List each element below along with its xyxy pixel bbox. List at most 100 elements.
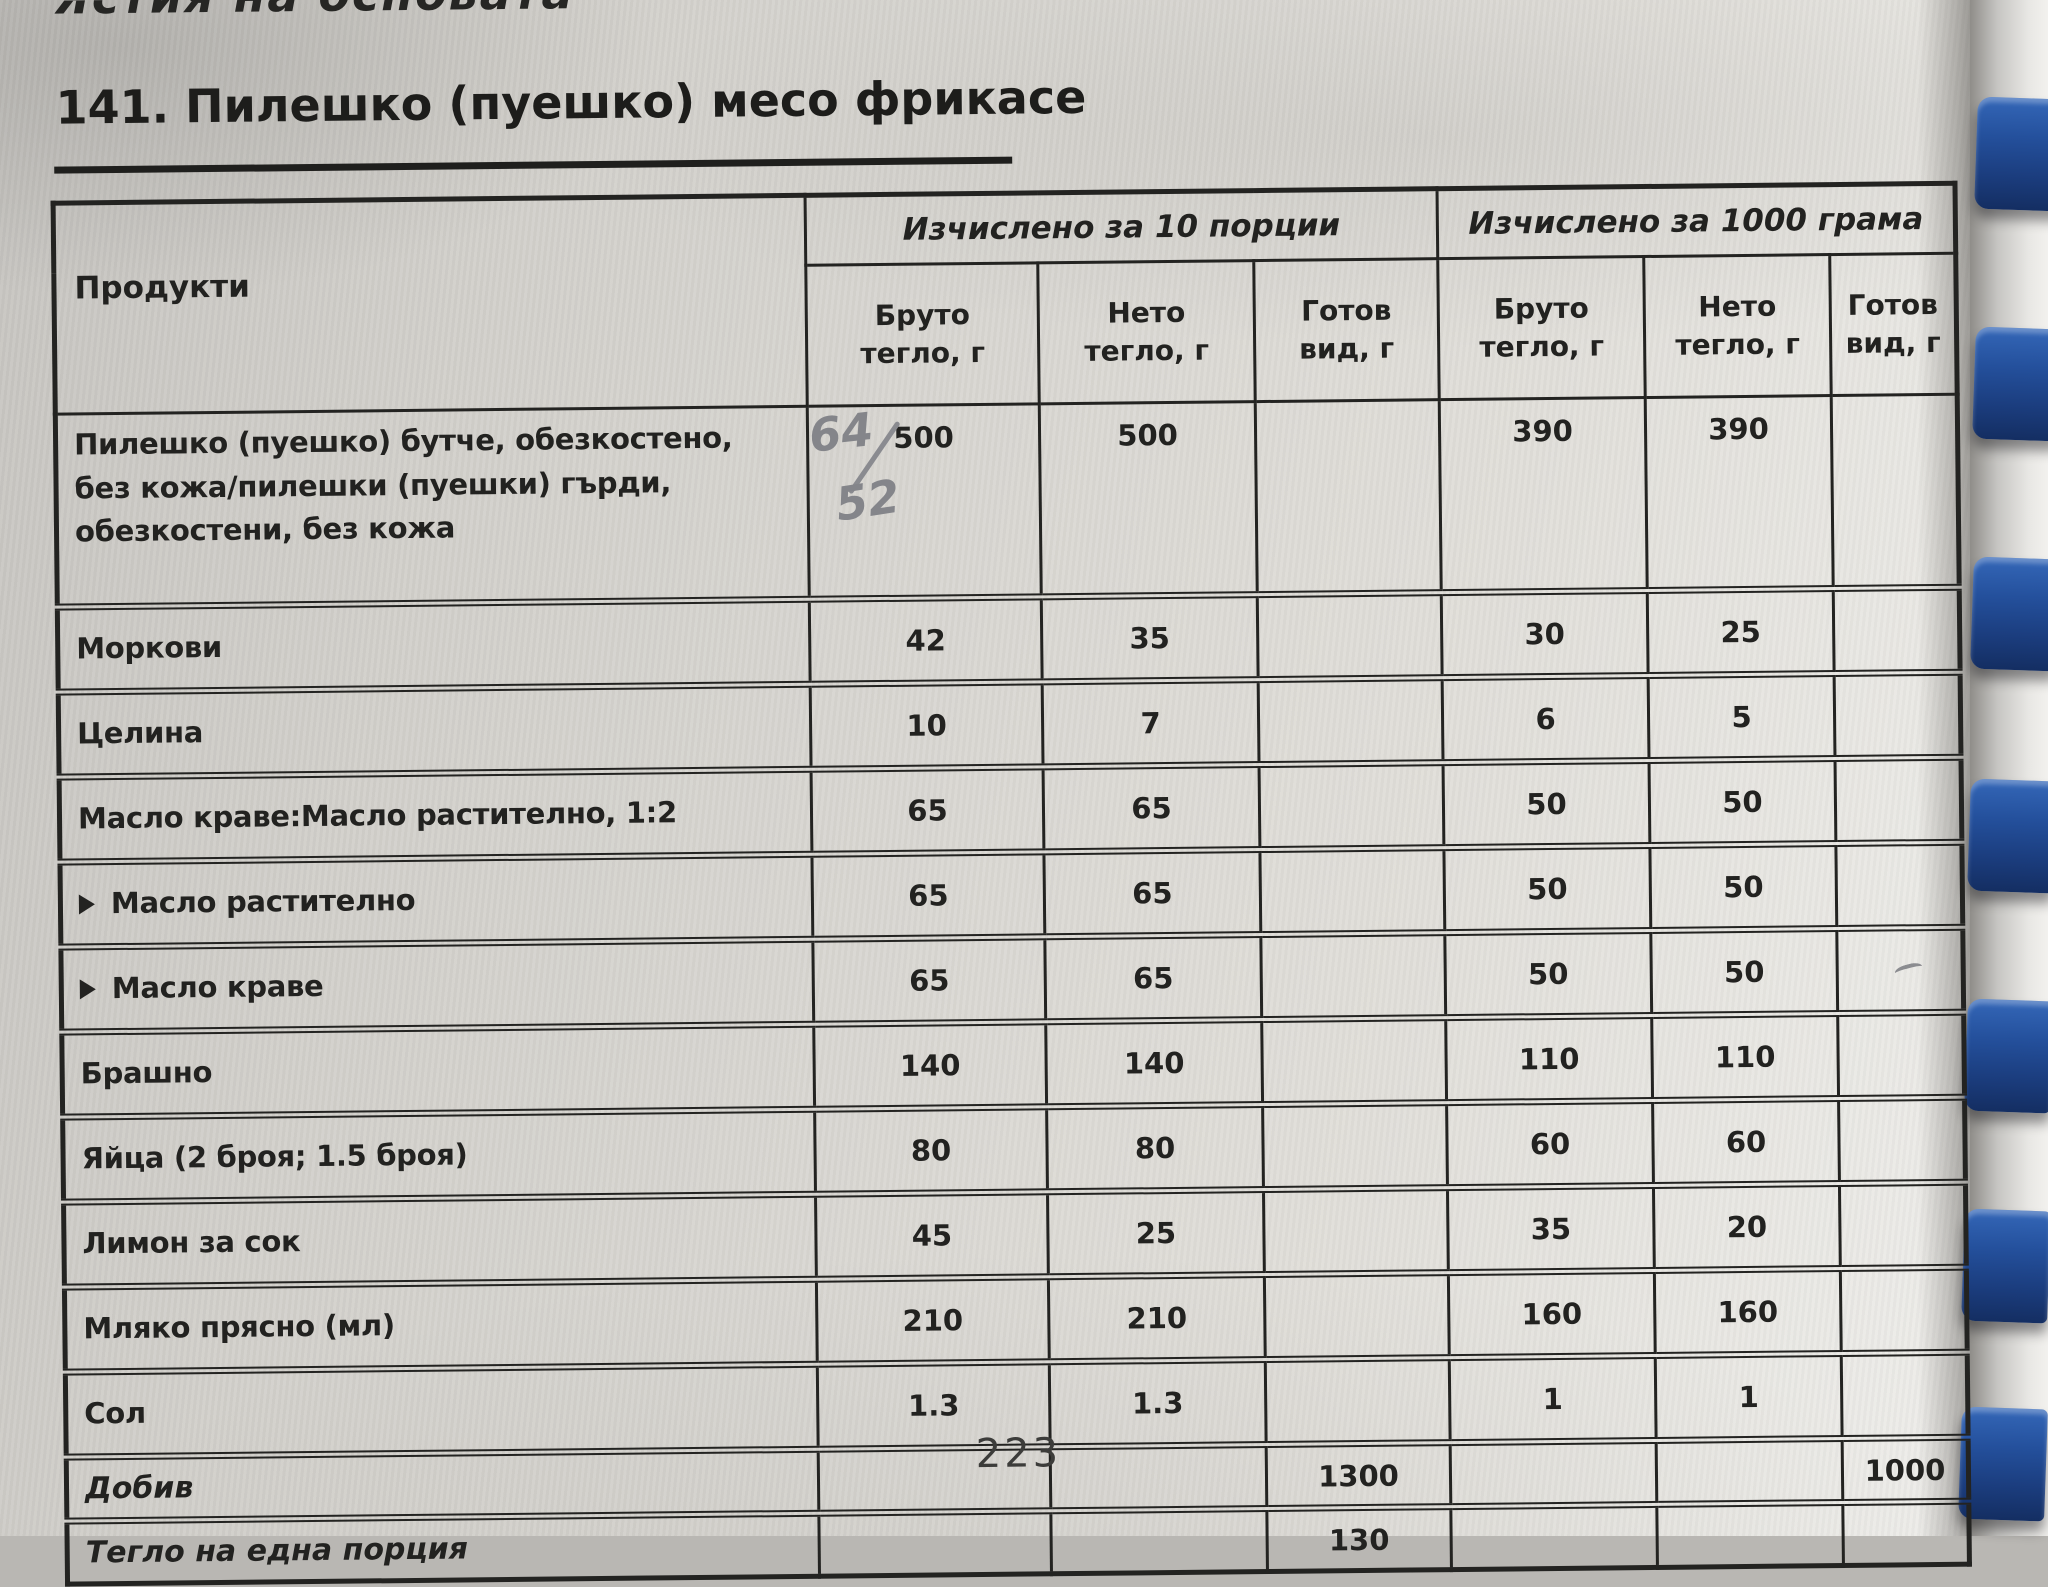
product-cell: Масло краве:Масло растително, 1:2 [59, 769, 812, 863]
printed-value: 60 [1725, 1124, 1767, 1160]
printed-value: 65 [1132, 875, 1173, 911]
portion-weight-label-cell: Тегло на една порция [66, 1513, 820, 1585]
gotov1000-cell [1834, 672, 1962, 759]
neto10-cell: 1.3 [1049, 1359, 1267, 1447]
neto10-cell: 65 [1043, 849, 1261, 937]
printed-value: 65 [1131, 790, 1172, 826]
printed-value: 30 [1524, 616, 1566, 652]
subheader-line1: Нето [1107, 296, 1186, 330]
printed-value: 1 [1542, 1381, 1563, 1417]
neto1000-cell: 60 [1652, 1098, 1840, 1186]
gotov1000-cell [1839, 1182, 1967, 1269]
neto1000-cell: 1 [1655, 1353, 1843, 1441]
printed-value: 20 [1726, 1209, 1768, 1245]
gotov1000-cell [1831, 394, 1960, 589]
printed-value: 1 [1738, 1379, 1759, 1415]
bruto10-cell: 10 [810, 681, 1044, 770]
printed-value: 60 [1529, 1126, 1571, 1162]
neto10-cell: 65 [1044, 934, 1262, 1022]
printed-value: 65 [908, 878, 949, 913]
printed-value: 45 [911, 1218, 953, 1253]
product-cell: Лимон за сок [63, 1194, 817, 1288]
gotov1000-cell [1840, 1267, 1968, 1354]
products-header-label: Продукти [74, 268, 251, 306]
printed-value: 210 [902, 1303, 964, 1338]
printed-value: 1.3 [907, 1388, 960, 1423]
neto10-cell: 25 [1047, 1189, 1265, 1277]
product-label: Масло растително [110, 883, 416, 921]
subheader-line1: Готов [1300, 293, 1392, 328]
printed-value: 50 [1526, 871, 1568, 907]
product-cell: Брашно [61, 1024, 815, 1118]
printed-value: 160 [1717, 1294, 1779, 1330]
neto10-cell: 7 [1042, 679, 1260, 767]
gotov10-cell [1264, 1272, 1450, 1360]
subheader-line1: Готов [1847, 288, 1939, 323]
gotov10-cell: 130 [1266, 1506, 1452, 1572]
yield-label-cell: Добив [66, 1449, 819, 1522]
subheader-line2: тегло, г [1675, 327, 1801, 362]
spiral-binding-strip [1958, 0, 2048, 1536]
product-cell: Целина [58, 684, 812, 778]
pencil-check-mark [1893, 960, 1924, 980]
subheader-line2: тегло, г [1084, 333, 1210, 368]
printed-value: 140 [1123, 1045, 1185, 1081]
product-cell: Яйца (2 броя; 1.5 броя) [62, 1109, 816, 1203]
subheader-bruto-10: Бруто тегло, г [805, 262, 1040, 407]
sub-item-bullet-icon [79, 979, 96, 1000]
subheader-line2: тегло, г [860, 335, 986, 371]
printed-value: 50 [1723, 954, 1765, 990]
recipe-title: 141. Пилешко (пуешко) месо фрикасе [55, 69, 1087, 135]
neto1000-cell: 390 [1645, 395, 1834, 591]
printed-value: 50 [1527, 956, 1569, 992]
bruto10-cell [818, 1510, 1052, 1577]
product-cell: Мляко прясно (мл) [64, 1279, 818, 1373]
gotov10-cell [1260, 932, 1446, 1020]
subheader-bruto-1000: Бруто тегло, г [1437, 256, 1646, 400]
gotov1000-cell [1838, 1097, 1966, 1184]
neto10-cell: 210 [1048, 1274, 1266, 1362]
product-cell: Пилешко (пуешко) бутче, обезкостено, без… [55, 406, 810, 608]
neto10-cell: 500 [1039, 401, 1258, 597]
subheader-line1: Бруто [874, 298, 971, 333]
printed-value: 50 [1722, 784, 1763, 820]
bruto10-cell: 65 [811, 766, 1044, 855]
bruto10-cell: 140 [813, 1021, 1047, 1110]
subheader-neto-10: Нето тегло, г [1037, 260, 1256, 404]
group-header-1000-grams: Изчислено за 1000 грама [1437, 183, 1956, 259]
paper-background [0, 0, 2048, 1536]
product-cell: Масло растително [59, 854, 813, 948]
gotov1000-cell [1841, 1352, 1969, 1439]
product-label: Масло краве [111, 969, 324, 1006]
printed-value: 140 [899, 1048, 961, 1083]
printed-value: 80 [910, 1133, 952, 1168]
group-10-label: Изчислено за 10 порции [902, 207, 1341, 248]
printed-value: 130 [1328, 1522, 1390, 1557]
pencil-numerator: 64 [806, 401, 876, 463]
product-label: Моркови [76, 630, 223, 666]
gotov1000-cell [1835, 757, 1962, 844]
product-cell: Масло краве [60, 939, 814, 1033]
printed-value: 390 [1708, 411, 1769, 447]
product-label: Сол [84, 1396, 146, 1431]
bruto10-cell: 500 64 52 [806, 401, 1042, 600]
subheader-line1: Нето [1698, 289, 1777, 324]
printed-value: 65 [908, 963, 950, 998]
product-label: Яйца (2 броя; 1.5 броя) [81, 1137, 468, 1176]
printed-value: 80 [1134, 1130, 1176, 1166]
printed-value: 390 [1512, 413, 1574, 449]
portion-weight-label: Тегло на една порция [85, 1531, 469, 1571]
neto1000-cell: 50 [1650, 928, 1838, 1016]
bruto1000-cell [1450, 1504, 1658, 1570]
bruto1000-cell: 390 [1439, 397, 1648, 593]
bruto10-cell: 80 [814, 1106, 1048, 1195]
bruto10-cell: 45 [815, 1191, 1049, 1280]
printed-value: 1300 [1317, 1458, 1400, 1493]
printed-value: 5 [1731, 699, 1752, 735]
bruto1000-cell: 50 [1443, 845, 1651, 933]
printed-value: 1.3 [1131, 1385, 1184, 1421]
bruto1000-cell: 30 [1441, 590, 1649, 678]
printed-value: 42 [905, 623, 947, 658]
neto1000-cell: 25 [1647, 588, 1835, 676]
neto10-cell: 80 [1046, 1104, 1264, 1192]
